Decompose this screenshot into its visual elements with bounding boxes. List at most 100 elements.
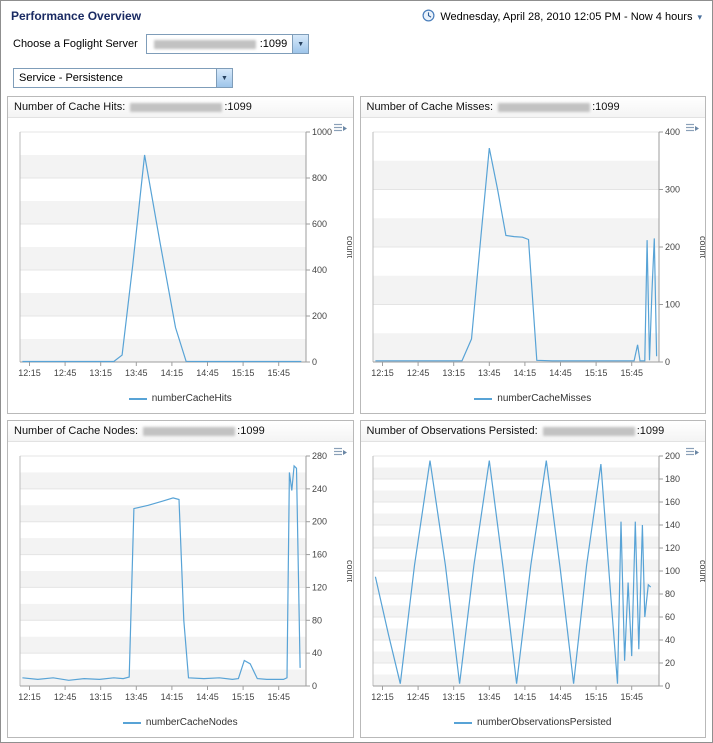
panel-title-prefix: Number of Observations Persisted: bbox=[366, 425, 541, 437]
svg-text:14:45: 14:45 bbox=[196, 692, 219, 702]
panel-title-suffix: :1099 bbox=[237, 425, 265, 437]
svg-text:12:45: 12:45 bbox=[54, 692, 77, 702]
svg-text:13:15: 13:15 bbox=[442, 692, 465, 702]
svg-text:count: count bbox=[345, 236, 352, 259]
chart-area: 0 20 40 60 80 100 120 140 160 180 200 12:15 12:45 13:… bbox=[361, 442, 706, 714]
svg-text:800: 800 bbox=[312, 173, 327, 183]
svg-text:400: 400 bbox=[312, 265, 327, 275]
svg-text:20: 20 bbox=[665, 658, 675, 668]
svg-text:15:15: 15:15 bbox=[232, 368, 255, 378]
svg-text:240: 240 bbox=[312, 484, 327, 494]
svg-text:140: 140 bbox=[665, 520, 680, 530]
svg-text:80: 80 bbox=[312, 615, 322, 625]
svg-text:12:15: 12:15 bbox=[371, 692, 394, 702]
legend-line-icon bbox=[122, 721, 141, 724]
svg-text:400: 400 bbox=[665, 127, 680, 137]
svg-text:12:15: 12:15 bbox=[18, 692, 41, 702]
chart-canvas: 0 100 200 300 400 12:15 12:45 13:15 13:45 14:15 14… bbox=[371, 127, 705, 378]
svg-text:count: count bbox=[698, 560, 705, 583]
svg-text:300: 300 bbox=[665, 185, 680, 195]
server-port-text: :1099 bbox=[259, 38, 288, 50]
svg-text:13:45: 13:45 bbox=[125, 368, 148, 378]
svg-text:12:45: 12:45 bbox=[54, 368, 77, 378]
combo-dropdown-arrow-icon[interactable]: ▼ bbox=[292, 35, 309, 53]
clock-icon bbox=[422, 9, 435, 25]
svg-text:60: 60 bbox=[665, 612, 675, 622]
legend-item: numberCacheNodes bbox=[8, 714, 353, 737]
svg-text:14:15: 14:15 bbox=[513, 368, 536, 378]
chart-area: 0 100 200 300 400 12:15 12:45 13:15 13:45 14:15 14… bbox=[361, 118, 706, 390]
svg-text:40: 40 bbox=[312, 648, 322, 658]
legend-label: numberCacheNodes bbox=[145, 717, 238, 728]
server-selector-label: Choose a Foglight Server bbox=[13, 38, 138, 50]
time-range-caret-icon[interactable]: ▾ bbox=[697, 11, 702, 22]
panel-title-prefix: Number of Cache Misses: bbox=[366, 101, 497, 113]
legend-label: numberCacheHits bbox=[151, 393, 232, 404]
panel-title-suffix: :1099 bbox=[636, 425, 665, 437]
panel-observations-persisted: Number of Observations Persisted: :1099 … bbox=[359, 420, 706, 738]
panel-title-prefix: Number of Cache Hits: bbox=[14, 101, 129, 113]
svg-text:14:45: 14:45 bbox=[196, 368, 219, 378]
chart-options-icon[interactable] bbox=[333, 121, 347, 139]
svg-text:count: count bbox=[698, 236, 705, 259]
svg-text:13:45: 13:45 bbox=[478, 692, 501, 702]
chart-options-icon[interactable] bbox=[333, 445, 347, 463]
chart-area: 0 200 400 600 800 1000 12:15 12:45 13:15 13:45 14:… bbox=[8, 118, 353, 390]
chart-area: 0 40 80 120 160 200 240 280 12:15 12:45 13:15 13:45… bbox=[8, 442, 353, 714]
panel-title-suffix: :1099 bbox=[224, 101, 252, 113]
redacted-server-name bbox=[130, 102, 223, 112]
server-combobox[interactable]: :1099 ▼ bbox=[145, 34, 310, 54]
chart-options-icon[interactable] bbox=[685, 445, 699, 463]
panel-cache-misses: Number of Cache Misses: :1099 0 100 200 300… bbox=[359, 96, 706, 414]
svg-text:0: 0 bbox=[312, 681, 317, 691]
server-selector-row: Choose a Foglight Server :1099 ▼ bbox=[1, 28, 712, 56]
legend-line-icon bbox=[128, 397, 147, 400]
service-combobox[interactable]: Service - Persistence ▼ bbox=[13, 68, 233, 88]
svg-text:100: 100 bbox=[665, 300, 680, 310]
svg-text:80: 80 bbox=[665, 589, 675, 599]
panel-cache-nodes: Number of Cache Nodes: :1099 0 40 80 120 160… bbox=[7, 420, 354, 738]
service-combobox-value: Service - Persistence bbox=[19, 72, 123, 84]
svg-text:14:15: 14:15 bbox=[161, 368, 184, 378]
svg-text:200: 200 bbox=[312, 517, 327, 527]
svg-text:12:15: 12:15 bbox=[371, 368, 394, 378]
svg-text:count: count bbox=[345, 560, 352, 583]
svg-text:15:45: 15:45 bbox=[267, 368, 290, 378]
combo-dropdown-arrow-icon[interactable]: ▼ bbox=[216, 69, 232, 87]
panel-title: Number of Cache Nodes: :1099 bbox=[8, 421, 353, 442]
svg-text:120: 120 bbox=[312, 582, 327, 592]
svg-text:13:15: 13:15 bbox=[89, 368, 112, 378]
legend-line-icon bbox=[474, 397, 493, 400]
svg-text:13:45: 13:45 bbox=[478, 368, 501, 378]
svg-text:200: 200 bbox=[312, 311, 327, 321]
svg-text:12:15: 12:15 bbox=[18, 368, 41, 378]
redacted-server-name bbox=[143, 426, 236, 436]
svg-text:15:15: 15:15 bbox=[584, 692, 607, 702]
svg-text:14:15: 14:15 bbox=[161, 692, 184, 702]
service-selector-row: Service - Persistence ▼ bbox=[1, 56, 712, 94]
panel-title: Number of Observations Persisted: :1099 bbox=[360, 421, 705, 442]
chart-options-icon[interactable] bbox=[685, 121, 699, 139]
time-range-control[interactable]: Wednesday, April 28, 2010 12:05 PM - Now… bbox=[422, 9, 702, 25]
svg-text:15:45: 15:45 bbox=[620, 692, 643, 702]
legend-line-icon bbox=[453, 721, 472, 724]
panel-title: Number of Cache Misses: :1099 bbox=[360, 97, 705, 118]
svg-text:13:15: 13:15 bbox=[89, 692, 112, 702]
top-bar: Performance Overview Wednesday, April 28… bbox=[1, 1, 712, 28]
svg-text:280: 280 bbox=[312, 451, 327, 461]
svg-text:200: 200 bbox=[665, 242, 680, 252]
chart-canvas: 0 200 400 600 800 1000 12:15 12:45 13:15 13:45 14:… bbox=[18, 127, 352, 378]
panel-title-prefix: Number of Cache Nodes: bbox=[14, 425, 142, 437]
svg-text:12:45: 12:45 bbox=[406, 692, 429, 702]
charts-grid: Number of Cache Hits: :1099 0 200 400 600 80… bbox=[1, 94, 712, 742]
legend-label: numberObservationsPersisted bbox=[476, 717, 612, 728]
svg-text:0: 0 bbox=[665, 357, 670, 367]
svg-text:15:45: 15:45 bbox=[620, 368, 643, 378]
legend-label: numberCacheMisses bbox=[497, 393, 592, 404]
svg-text:180: 180 bbox=[665, 474, 680, 484]
svg-text:14:45: 14:45 bbox=[549, 368, 572, 378]
panel-title: Number of Cache Hits: :1099 bbox=[8, 97, 353, 118]
panel-cache-hits: Number of Cache Hits: :1099 0 200 400 600 80… bbox=[7, 96, 354, 414]
page-title: Performance Overview bbox=[11, 9, 142, 23]
panel-title-suffix: :1099 bbox=[592, 101, 620, 113]
